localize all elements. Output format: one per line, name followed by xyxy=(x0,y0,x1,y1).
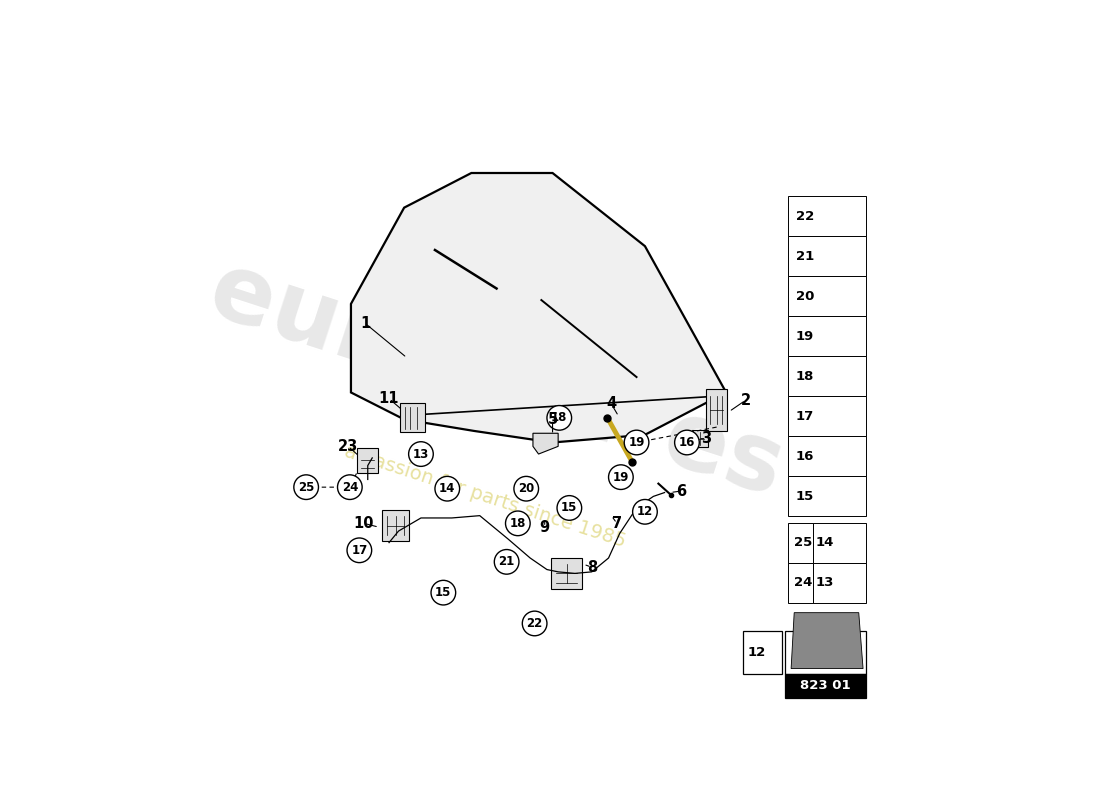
Text: 4: 4 xyxy=(606,397,616,411)
Circle shape xyxy=(346,538,372,562)
Text: 1: 1 xyxy=(360,316,370,330)
Text: 12: 12 xyxy=(637,506,653,518)
Text: 7: 7 xyxy=(612,516,621,531)
Text: 823 01: 823 01 xyxy=(800,679,851,692)
Text: 18: 18 xyxy=(551,411,568,424)
Text: 14: 14 xyxy=(816,536,835,549)
Text: 6: 6 xyxy=(676,483,686,498)
Polygon shape xyxy=(351,173,726,442)
Text: 9: 9 xyxy=(540,520,550,534)
Text: 20: 20 xyxy=(518,482,535,495)
Circle shape xyxy=(408,442,433,466)
Polygon shape xyxy=(813,562,866,602)
Text: 23: 23 xyxy=(338,439,359,454)
Polygon shape xyxy=(785,631,866,674)
Text: 14: 14 xyxy=(439,482,455,495)
Text: 10: 10 xyxy=(353,516,374,531)
Circle shape xyxy=(608,465,634,490)
Text: 19: 19 xyxy=(795,330,814,342)
Polygon shape xyxy=(742,631,782,674)
Circle shape xyxy=(294,475,319,499)
Text: 20: 20 xyxy=(795,290,814,302)
Circle shape xyxy=(522,611,547,636)
Text: 3: 3 xyxy=(702,431,712,446)
Text: 22: 22 xyxy=(795,210,814,222)
Text: 18: 18 xyxy=(795,370,814,382)
Polygon shape xyxy=(788,522,813,562)
Text: 15: 15 xyxy=(436,586,451,599)
Polygon shape xyxy=(788,236,866,276)
Circle shape xyxy=(494,550,519,574)
Text: 21: 21 xyxy=(795,250,814,262)
Circle shape xyxy=(338,475,362,499)
Circle shape xyxy=(514,476,539,501)
Text: 19: 19 xyxy=(613,470,629,484)
Circle shape xyxy=(632,499,658,524)
Text: a passion for parts since 1985: a passion for parts since 1985 xyxy=(342,442,628,551)
Polygon shape xyxy=(788,196,866,236)
Polygon shape xyxy=(788,476,866,517)
Text: 15: 15 xyxy=(795,490,814,503)
Text: 19: 19 xyxy=(628,436,645,449)
Polygon shape xyxy=(400,403,425,433)
Polygon shape xyxy=(788,562,813,602)
Text: 17: 17 xyxy=(351,544,367,557)
Circle shape xyxy=(506,511,530,536)
Polygon shape xyxy=(532,434,558,454)
Text: 16: 16 xyxy=(679,436,695,449)
Text: eurospares: eurospares xyxy=(198,245,795,517)
Polygon shape xyxy=(788,276,866,316)
Polygon shape xyxy=(785,674,866,698)
Text: 13: 13 xyxy=(816,576,835,589)
Text: 17: 17 xyxy=(795,410,814,423)
Polygon shape xyxy=(788,436,866,476)
Text: 2: 2 xyxy=(740,393,751,408)
Circle shape xyxy=(434,476,460,501)
Text: 11: 11 xyxy=(378,391,399,406)
Text: 24: 24 xyxy=(794,576,812,589)
Text: 8: 8 xyxy=(586,560,597,574)
Polygon shape xyxy=(692,430,707,447)
Text: 15: 15 xyxy=(561,502,578,514)
Polygon shape xyxy=(383,510,409,541)
Polygon shape xyxy=(788,316,866,356)
Polygon shape xyxy=(788,356,866,396)
Text: 24: 24 xyxy=(342,481,358,494)
Polygon shape xyxy=(358,448,378,473)
Polygon shape xyxy=(791,613,864,669)
Polygon shape xyxy=(706,389,727,431)
Circle shape xyxy=(431,580,455,605)
Text: 5: 5 xyxy=(548,412,558,427)
Text: 18: 18 xyxy=(509,517,526,530)
Polygon shape xyxy=(551,558,582,589)
Text: 16: 16 xyxy=(795,450,814,463)
Polygon shape xyxy=(788,396,866,436)
Text: 21: 21 xyxy=(498,555,515,568)
Circle shape xyxy=(547,406,572,430)
Text: 25: 25 xyxy=(298,481,315,494)
Circle shape xyxy=(557,496,582,520)
Text: 12: 12 xyxy=(748,646,766,659)
Circle shape xyxy=(624,430,649,455)
Text: 13: 13 xyxy=(412,447,429,461)
Text: 25: 25 xyxy=(794,536,812,549)
Text: 22: 22 xyxy=(527,617,542,630)
Circle shape xyxy=(674,430,700,455)
Polygon shape xyxy=(813,522,866,562)
